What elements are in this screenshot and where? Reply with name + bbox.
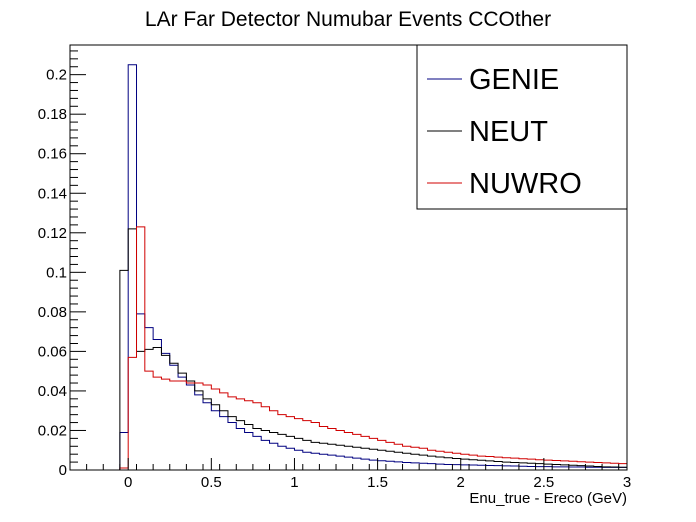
y-tick-label: 0.04 [38,383,67,400]
y-tick-label: 0.2 [46,67,67,84]
series-line-neut [70,228,627,471]
x-tick-label: 0 [124,474,132,491]
y-tick-label: 0.06 [38,343,67,360]
y-tick-label: 0.1 [46,264,67,281]
x-tick-label: 1.5 [367,474,388,491]
series-line-nuwro [70,226,627,471]
chart-title: LAr Far Detector Numubar Events CCOther [145,8,551,31]
y-tick-label: 0 [59,462,67,479]
x-tick-label: 1 [290,474,298,491]
legend-label-neut: NEUT [469,116,548,148]
x-axis-label: Enu_true - Ereco (GeV) [469,490,627,507]
x-tick-label: 3 [623,474,631,491]
y-tick-label: 0.16 [38,146,67,163]
legend-label-nuwro: NUWRO [469,168,582,200]
series-layer [70,64,627,471]
x-tick-label: 2.5 [533,474,554,491]
plot-frame [69,44,628,471]
y-tick-label: 0.14 [38,185,67,202]
y-tick-label: 0.18 [38,106,67,123]
legend-label-genie: GENIE [469,64,559,96]
y-tick-label: 0.08 [38,304,67,321]
legend-box [416,44,628,210]
x-tick-label: 2 [457,474,465,491]
y-tick-label: 0.12 [38,225,67,242]
axis-layer: 0 0.5 1 1.5 2 2.5 3 0 0.02 0.04 0.06 0.08 0.1 0.12 0.1… [38,50,631,491]
legend: GENIE NEUT NUWRO [416,44,628,210]
y-tick-label: 0.02 [38,422,67,439]
x-tick-label: 0.5 [201,474,222,491]
